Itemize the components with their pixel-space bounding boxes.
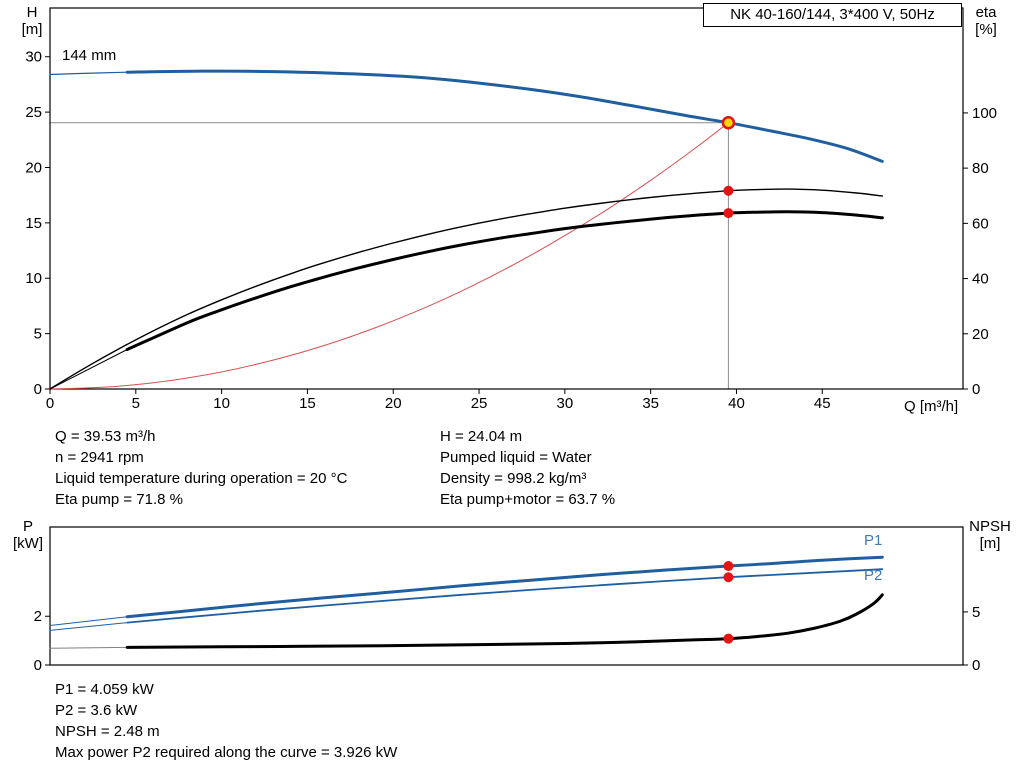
qh-eta-chart: 0 5 10 15 20 25 30 35 40 45 0 5 10 15 20 25 30 0 20 40 60 80 1… <box>25 7 997 412</box>
svg-text:0: 0 <box>34 657 42 674</box>
svg-text:15: 15 <box>299 395 316 412</box>
svg-text:10: 10 <box>25 270 42 287</box>
eta-axis-title: eta [%] <box>964 4 1008 38</box>
svg-text:5: 5 <box>132 395 140 412</box>
info-speed: n = 2941 rpm <box>55 449 144 466</box>
svg-text:20: 20 <box>25 159 42 176</box>
result-p2: P2 = 3.6 kW <box>55 702 138 719</box>
eta-pump <box>49 188 883 390</box>
npsh-axis-title: NPSH [m] <box>962 518 1018 552</box>
p-axis-title: P [kW] <box>6 518 50 552</box>
p1-point <box>723 561 734 572</box>
svg-text:30: 30 <box>557 395 574 412</box>
pump-title-box: NK 40-160/144, 3*400 V, 50Hz <box>703 3 962 27</box>
info-liquid: Pumped liquid = Water <box>440 449 592 466</box>
svg-text:35: 35 <box>642 395 659 412</box>
head-144mm <box>125 69 884 163</box>
result-block: P1 = 4.059 kW P2 = 3.6 kW NPSH = 2.48 m … <box>55 679 397 763</box>
npsh <box>125 593 884 649</box>
svg-text:20: 20 <box>972 326 989 343</box>
npsh-lowflow <box>49 646 128 649</box>
npsh-point <box>723 633 734 644</box>
eta-pump-motor-lowflow <box>49 349 128 390</box>
p1-lowflow <box>49 616 128 626</box>
svg-text:25: 25 <box>25 104 42 121</box>
eta-pump-point <box>723 185 734 196</box>
h-axis-title: H [m] <box>12 4 52 38</box>
svg-text:20: 20 <box>385 395 402 412</box>
duty-point <box>721 115 736 130</box>
svg-text:5: 5 <box>972 604 980 621</box>
p-axis-symbol: P <box>22 518 33 535</box>
power-npsh-chart: 0 2 0 5 <box>34 526 980 674</box>
npsh-axis-unit: [m] <box>979 535 1001 552</box>
info-eta-pump: Eta pump = 71.8 % <box>55 491 183 508</box>
result-max-p2: Max power P2 required along the curve = … <box>55 744 398 761</box>
svg-text:100: 100 <box>972 105 997 122</box>
eta-axis-symbol: eta <box>975 4 997 21</box>
h-axis-symbol: H <box>26 4 38 21</box>
info-temperature: Liquid temperature during operation = 20… <box>55 470 348 487</box>
head-144mm-lowflow <box>49 71 128 76</box>
result-p1: P1 = 4.059 kW <box>55 681 154 698</box>
duty-info-left-column: Q = 39.53 m³/h n = 2941 rpm Liquid tempe… <box>55 426 347 510</box>
svg-text:2: 2 <box>34 608 42 625</box>
eta-pump-motor-point <box>723 208 734 219</box>
impeller-size-label: 144 mm <box>62 47 117 64</box>
svg-text:0: 0 <box>972 657 980 674</box>
info-head: H = 24.04 m <box>440 428 523 445</box>
svg-text:80: 80 <box>972 160 989 177</box>
system-curve <box>49 122 729 390</box>
svg-text:25: 25 <box>471 395 488 412</box>
svg-text:60: 60 <box>972 215 989 232</box>
h-axis-unit: [m] <box>21 21 43 38</box>
duty-info-right-column: H = 24.04 m Pumped liquid = Water Densit… <box>440 426 615 510</box>
q-axis-label: Q [m³/h] <box>904 398 959 415</box>
p2-curve-label: P2 <box>864 567 883 584</box>
eta-pump-motor <box>125 210 884 351</box>
info-density: Density = 998.2 kg/m³ <box>440 470 587 487</box>
p2-point <box>723 572 734 583</box>
p1-curve-label: P1 <box>864 532 883 549</box>
svg-text:15: 15 <box>25 215 42 232</box>
result-npsh: NPSH = 2.48 m <box>55 723 160 740</box>
svg-text:0: 0 <box>972 381 980 398</box>
eta-axis-unit: [%] <box>975 21 997 38</box>
svg-text:45: 45 <box>814 395 831 412</box>
svg-text:10: 10 <box>213 395 230 412</box>
info-flow: Q = 39.53 m³/h <box>55 428 156 445</box>
npsh-axis-symbol: NPSH <box>969 518 1011 535</box>
svg-text:0: 0 <box>34 381 42 398</box>
p2-lowflow <box>49 622 128 631</box>
svg-text:30: 30 <box>25 49 42 66</box>
p-axis-unit: [kW] <box>13 535 43 552</box>
p1 <box>125 555 884 619</box>
info-eta-total: Eta pump+motor = 63.7 % <box>440 491 616 508</box>
svg-text:40: 40 <box>972 271 989 288</box>
svg-text:40: 40 <box>728 395 745 412</box>
p2 <box>126 568 884 624</box>
svg-text:5: 5 <box>34 326 42 343</box>
svg-text:0: 0 <box>46 395 54 412</box>
